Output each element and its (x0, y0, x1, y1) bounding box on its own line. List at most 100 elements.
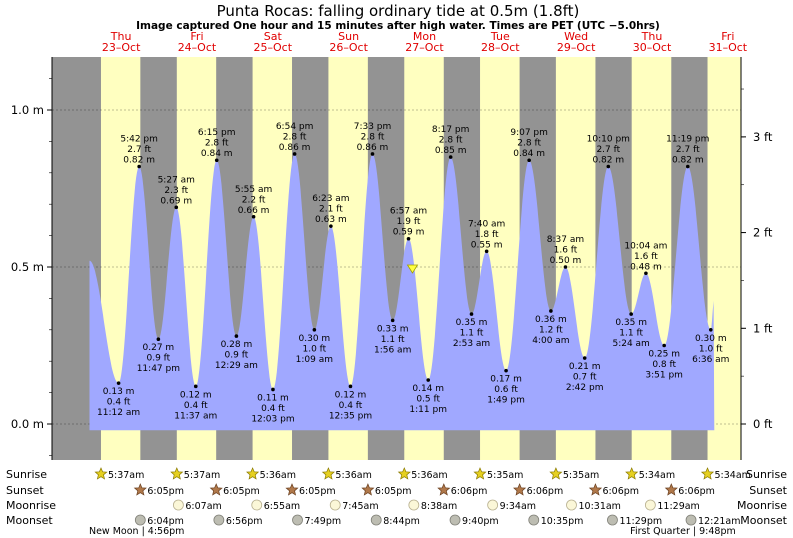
left-axis-label: 1.0 m (11, 103, 44, 117)
high-tide-dot (329, 224, 333, 228)
low-tide-dot (629, 312, 633, 316)
low-tide-dot (193, 384, 198, 389)
right-axis-label: 3 ft (753, 130, 773, 144)
high-tide-level: 0.59 m (393, 228, 425, 238)
high-tide-time: 9:07 pm (510, 128, 548, 138)
moonrise-icon (644, 499, 656, 511)
day-date-label: 24–Oct (178, 41, 217, 54)
sunrise-icon (473, 467, 487, 480)
low-tide-time: 5:24 am (612, 339, 649, 349)
day-of-week-label: Tue (490, 30, 510, 43)
low-tide-level: 0.17 m (490, 375, 522, 385)
low-tide-level: 0.21 m (569, 362, 601, 372)
row-label-left-sunrise: Sunrise (6, 468, 47, 481)
low-tide-dot (708, 328, 713, 332)
day-date-label: 28–Oct (481, 41, 520, 54)
moonset-icon (528, 514, 540, 526)
low-tide-level: 0.30 m (299, 334, 331, 344)
low-tide-feet: 0.4 ft (261, 404, 285, 414)
low-tide-time: 3:51 pm (645, 371, 683, 381)
high-tide-time: 6:54 pm (276, 122, 314, 132)
sunset-time: 6:05pm (223, 486, 260, 497)
low-tide-level: 0.13 m (103, 387, 135, 397)
moonset-icon (213, 514, 225, 526)
high-tide-feet: 1.6 ft (554, 246, 578, 256)
sunrise-icon (700, 467, 715, 480)
moonset-icon (685, 514, 697, 526)
low-tide-time: 11:47 pm (137, 364, 180, 374)
high-tide-dot (370, 152, 375, 156)
day-of-week-label: Thu (641, 30, 663, 43)
high-tide-dot (406, 236, 411, 241)
day-date-label: 27–Oct (405, 41, 444, 54)
low-tide-feet: 0.4 ft (184, 401, 208, 411)
high-tide-feet: 2.8 ft (283, 132, 307, 142)
moonrise-time: 8:38am (421, 501, 457, 512)
high-tide-feet: 2.3 ft (164, 186, 188, 196)
sunrise-time: 5:35am (563, 470, 599, 481)
right-axis-label: 0 ft (753, 417, 773, 431)
high-tide-dot (137, 164, 141, 169)
low-tide-dot (469, 312, 474, 316)
day-of-week-label: Fri (190, 30, 203, 43)
sunset-time: 6:06pm (527, 486, 564, 497)
high-tide-feet: 2.2 ft (242, 195, 266, 205)
moonset-time: 8:44pm (383, 516, 420, 527)
right-axis-label: 1 ft (753, 321, 773, 335)
day-date-label: 25–Oct (254, 41, 293, 54)
low-tide-feet: 0.7 ft (573, 373, 597, 383)
day-of-week-label: Sat (264, 30, 283, 43)
low-tide-dot (426, 378, 431, 382)
sunrise-icon (246, 467, 260, 480)
low-tide-time: 12:03 pm (251, 414, 294, 424)
high-tide-level: 0.50 m (550, 256, 582, 266)
low-tide-level: 0.27 m (143, 343, 175, 353)
low-tide-dot (662, 343, 666, 348)
low-tide-feet: 1.2 ft (539, 325, 563, 335)
high-tide-time: 8:17 pm (432, 125, 470, 135)
high-tide-time: 5:42 pm (120, 135, 158, 145)
sunset-icon (133, 483, 147, 496)
high-tide-level: 0.84 m (513, 149, 545, 159)
moonrise-icon (251, 499, 263, 511)
sunset-time: 6:05pm (375, 486, 412, 497)
sunrise-icon (549, 467, 563, 480)
high-tide-dot (251, 214, 256, 219)
sunrise-icon (170, 467, 184, 480)
low-tide-time: 2:42 pm (566, 383, 604, 393)
low-tide-time: 11:12 am (97, 408, 140, 418)
tide-area (89, 154, 715, 431)
sunset-time: 6:06pm (678, 486, 715, 497)
high-tide-feet: 2.8 ft (439, 136, 463, 146)
sunrise-time: 5:37am (184, 470, 220, 481)
high-tide-dot (484, 249, 489, 254)
high-tide-feet: 2.8 ft (361, 132, 385, 142)
sunrise-time: 5:36am (335, 470, 371, 481)
high-tide-feet: 2.7 ft (127, 145, 151, 155)
high-tide-dot (606, 164, 611, 169)
high-tide-level: 0.63 m (315, 215, 347, 225)
row-label-right-moonrise: Moonrise (737, 499, 787, 512)
low-tide-dot (271, 387, 275, 392)
moonrise-icon (487, 499, 499, 511)
low-tide-level: 0.14 m (412, 384, 444, 394)
high-tide-level: 0.86 m (357, 143, 389, 153)
low-tide-feet: 1.1 ft (460, 329, 484, 339)
moonset-icon (370, 514, 382, 526)
high-tide-time: 11:19 pm (666, 135, 709, 145)
moonset-time: 6:04pm (147, 516, 184, 527)
moonrise-time: 6:07am (185, 501, 221, 512)
low-tide-dot (116, 381, 121, 385)
moonrise-time: 11:29am (657, 501, 699, 512)
moonrise-icon (566, 499, 577, 511)
high-tide-level: 0.48 m (630, 262, 662, 272)
moonset-icon (134, 514, 146, 526)
high-tide-feet: 1.6 ft (634, 252, 658, 262)
high-tide-time: 5:27 am (158, 175, 195, 185)
high-tide-feet: 2.7 ft (676, 145, 700, 155)
high-tide-level: 0.86 m (279, 143, 311, 153)
sunrise-time: 5:36am (260, 470, 296, 481)
low-tide-level: 0.12 m (180, 390, 212, 400)
low-tide-dot (348, 384, 353, 389)
low-tide-time: 4:00 am (532, 336, 569, 346)
